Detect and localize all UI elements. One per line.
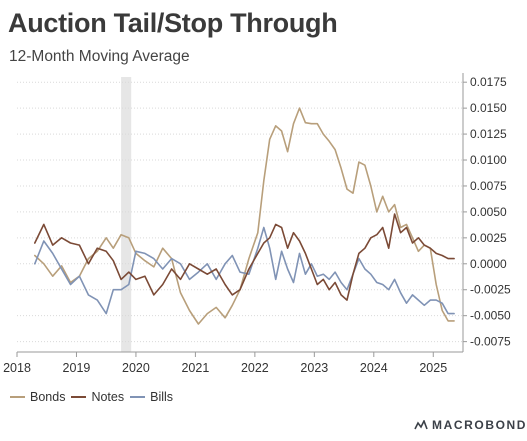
legend-item-notes: Notes <box>71 390 124 404</box>
x-tick-label: 2022 <box>241 361 269 375</box>
chart-title: Auction Tail/Stop Through <box>8 8 338 38</box>
axis-layer: 0.0175 0.0150 0.0125 0.0100 0.0075 0.0050 0.00… <box>3 73 511 375</box>
y-tick-label: 0.0175 <box>470 75 507 89</box>
legend-label-bills: Bills <box>150 390 174 404</box>
y-tick-label: -0.0075 <box>470 335 511 349</box>
legend-swatch-bonds <box>10 396 25 398</box>
legend-swatch-bills <box>130 396 146 398</box>
series-line-notes <box>33 213 455 301</box>
logo-text: MACROBOND <box>432 418 527 432</box>
y-tick-label: 0.0125 <box>470 127 507 141</box>
x-tick-label: 2020 <box>122 361 150 375</box>
macrobond-logo: MACROBOND <box>414 418 527 432</box>
series-layer <box>33 107 455 325</box>
chart-subtitle: 12-Month Moving Average <box>9 48 190 65</box>
y-tick-label: 0.0100 <box>470 153 507 167</box>
x-tick-label: 2024 <box>360 361 388 375</box>
legend-item-bonds: Bonds <box>10 390 65 404</box>
legend-label-bonds: Bonds <box>30 390 66 404</box>
legend-swatch-notes <box>71 396 87 398</box>
legend-item-bills: Bills <box>130 390 173 404</box>
y-tick-label: 0.0150 <box>470 101 507 115</box>
legend: Bonds Notes Bills <box>10 390 179 404</box>
series-line-bonds <box>33 107 455 325</box>
y-tick-label: 0.0075 <box>470 179 507 193</box>
y-tick-label: 0.0025 <box>470 231 507 245</box>
y-tick-label: 0.0000 <box>470 257 507 271</box>
gridlines-layer <box>17 81 463 343</box>
legend-label-notes: Notes <box>91 390 125 404</box>
shaded-period <box>121 77 132 352</box>
y-tick-label: -0.0050 <box>470 309 511 323</box>
y-tick-label: 0.0050 <box>470 205 507 219</box>
x-tick-label: 2019 <box>63 361 91 375</box>
x-tick-label: 2025 <box>419 361 447 375</box>
x-tick-label: 2018 <box>3 361 31 375</box>
shaded-region-layer <box>121 77 132 352</box>
y-tick-label: -0.0025 <box>470 283 511 297</box>
macrobond-logo-icon <box>414 420 428 430</box>
x-tick-label: 2021 <box>181 361 209 375</box>
x-tick-label: 2023 <box>300 361 328 375</box>
series-line-bills <box>33 226 455 315</box>
